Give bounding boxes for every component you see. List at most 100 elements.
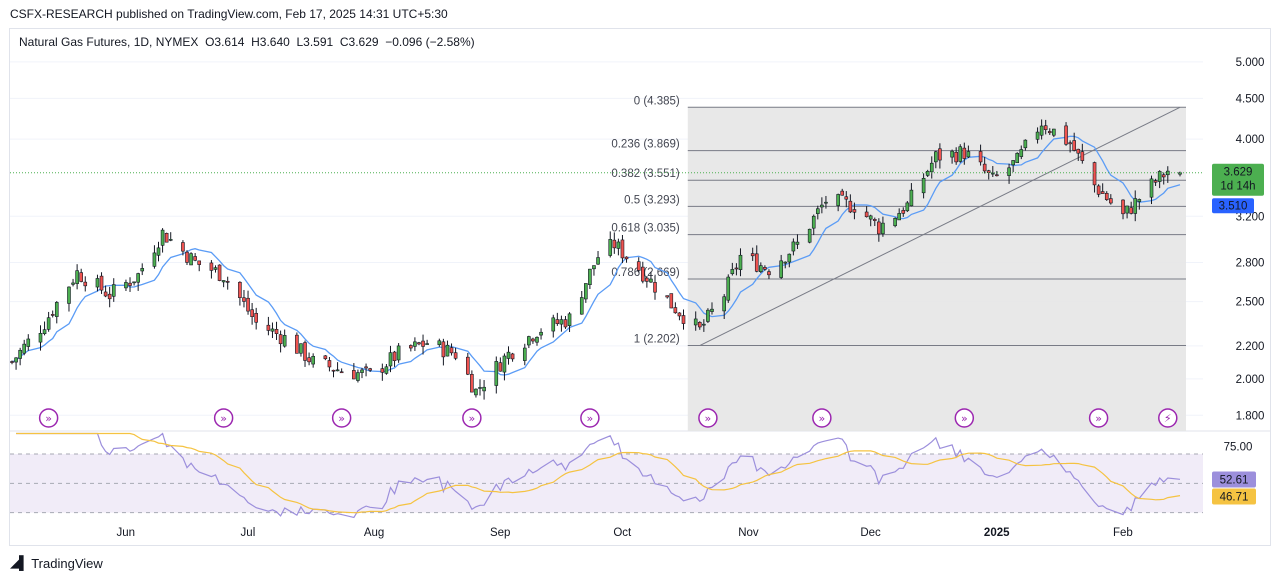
candle-body[interactable]	[14, 357, 18, 363]
candle-body[interactable]	[213, 267, 218, 270]
candle-body[interactable]	[75, 270, 79, 284]
candle-body[interactable]	[555, 319, 560, 324]
candle-body[interactable]	[18, 349, 22, 359]
candle-body[interactable]	[494, 361, 499, 386]
candle-body[interactable]	[588, 268, 592, 285]
candle-body[interactable]	[1161, 174, 1166, 178]
candle-body[interactable]	[1149, 178, 1154, 198]
candle-body[interactable]	[10, 361, 14, 363]
candle-body[interactable]	[67, 286, 71, 304]
candle-body[interactable]	[636, 261, 641, 271]
candle-body[interactable]	[1072, 140, 1076, 151]
candle-body[interactable]	[905, 202, 910, 212]
candle-body[interactable]	[1023, 139, 1028, 149]
candle-body[interactable]	[693, 318, 698, 326]
candle-body[interactable]	[225, 281, 230, 283]
candle-body[interactable]	[132, 281, 136, 284]
candle-body[interactable]	[653, 282, 657, 293]
candle-body[interactable]	[1100, 191, 1105, 194]
candle-body[interactable]	[136, 273, 140, 283]
candle-body[interactable]	[820, 204, 824, 208]
candle-body[interactable]	[185, 251, 189, 263]
candle-body[interactable]	[836, 194, 840, 206]
arrow-event-icon[interactable]	[698, 408, 718, 428]
candle-body[interactable]	[250, 309, 254, 318]
candle-body[interactable]	[1092, 162, 1097, 186]
candle-body[interactable]	[266, 324, 271, 331]
candle-body[interactable]	[641, 266, 645, 282]
candle-body[interactable]	[1121, 199, 1125, 215]
candle-body[interactable]	[392, 351, 397, 362]
candle-body[interactable]	[331, 369, 336, 372]
candle-body[interactable]	[901, 210, 906, 214]
candle-body[interactable]	[791, 241, 796, 252]
candle-body[interactable]	[645, 277, 649, 282]
candle-body[interactable]	[1076, 148, 1081, 154]
candle-body[interactable]	[877, 221, 881, 235]
candle-body[interactable]	[726, 276, 731, 301]
candle-body[interactable]	[624, 256, 629, 260]
candle-body[interactable]	[50, 314, 55, 316]
candle-body[interactable]	[83, 281, 88, 287]
candle-body[interactable]	[246, 297, 250, 312]
arrow-event-icon[interactable]	[331, 408, 352, 428]
candle-body[interactable]	[579, 297, 584, 315]
candle-body[interactable]	[734, 267, 739, 270]
candle-body[interactable]	[282, 335, 287, 347]
arrow-event-icon[interactable]	[462, 408, 482, 428]
candle-body[interactable]	[1015, 152, 1020, 163]
candle-body[interactable]	[665, 295, 670, 298]
arrow-event-icon[interactable]	[1088, 408, 1109, 428]
candle-body[interactable]	[327, 360, 332, 368]
candle-body[interactable]	[966, 151, 971, 158]
candle-body[interactable]	[567, 313, 572, 326]
candle-body[interactable]	[356, 372, 360, 381]
candle-body[interactable]	[388, 352, 393, 367]
candle-body[interactable]	[99, 275, 104, 291]
candle-body[interactable]	[46, 317, 51, 330]
candle-body[interactable]	[620, 239, 625, 259]
candle-body[interactable]	[616, 241, 621, 249]
candle-body[interactable]	[783, 261, 788, 264]
candle-body[interactable]	[669, 293, 674, 309]
candle-body[interactable]	[1019, 149, 1024, 157]
candle-body[interactable]	[881, 222, 885, 235]
candle-body[interactable]	[763, 267, 767, 270]
candle-body[interactable]	[478, 387, 482, 389]
candle-body[interactable]	[278, 334, 283, 345]
candle-body[interactable]	[612, 239, 617, 249]
candle-body[interactable]	[1157, 171, 1162, 182]
candle-body[interactable]	[535, 336, 539, 343]
candle-body[interactable]	[417, 342, 421, 345]
candle-body[interactable]	[474, 388, 478, 396]
candle-body[interactable]	[527, 336, 531, 346]
candle-body[interactable]	[864, 211, 869, 218]
candle-body[interactable]	[706, 309, 710, 322]
candle-body[interactable]	[1104, 193, 1109, 200]
candle-body[interactable]	[421, 340, 425, 347]
candle-body[interactable]	[140, 268, 145, 272]
candle-body[interactable]	[934, 151, 938, 163]
candle-body[interactable]	[107, 293, 112, 300]
candle-body[interactable]	[152, 252, 157, 267]
candle-body[interactable]	[559, 319, 564, 325]
candle-body[interactable]	[938, 148, 942, 161]
candle-body[interactable]	[962, 147, 967, 159]
candle-body[interactable]	[1035, 131, 1040, 140]
candle-body[interactable]	[311, 355, 315, 365]
candle-body[interactable]	[303, 342, 307, 361]
candle-body[interactable]	[722, 296, 726, 312]
candle-body[interactable]	[26, 338, 31, 347]
candle-body[interactable]	[929, 162, 934, 173]
candle-body[interactable]	[872, 219, 877, 221]
candle-body[interactable]	[844, 196, 849, 200]
candle-body[interactable]	[1096, 185, 1101, 195]
candle-body[interactable]	[238, 281, 242, 299]
candle-body[interactable]	[1043, 125, 1048, 130]
candle-body[interactable]	[506, 351, 511, 359]
candle-body[interactable]	[738, 254, 743, 270]
candle-body[interactable]	[848, 200, 853, 213]
candle-body[interactable]	[608, 239, 613, 256]
arrow-event-icon[interactable]	[954, 408, 975, 428]
candle-body[interactable]	[702, 323, 706, 326]
